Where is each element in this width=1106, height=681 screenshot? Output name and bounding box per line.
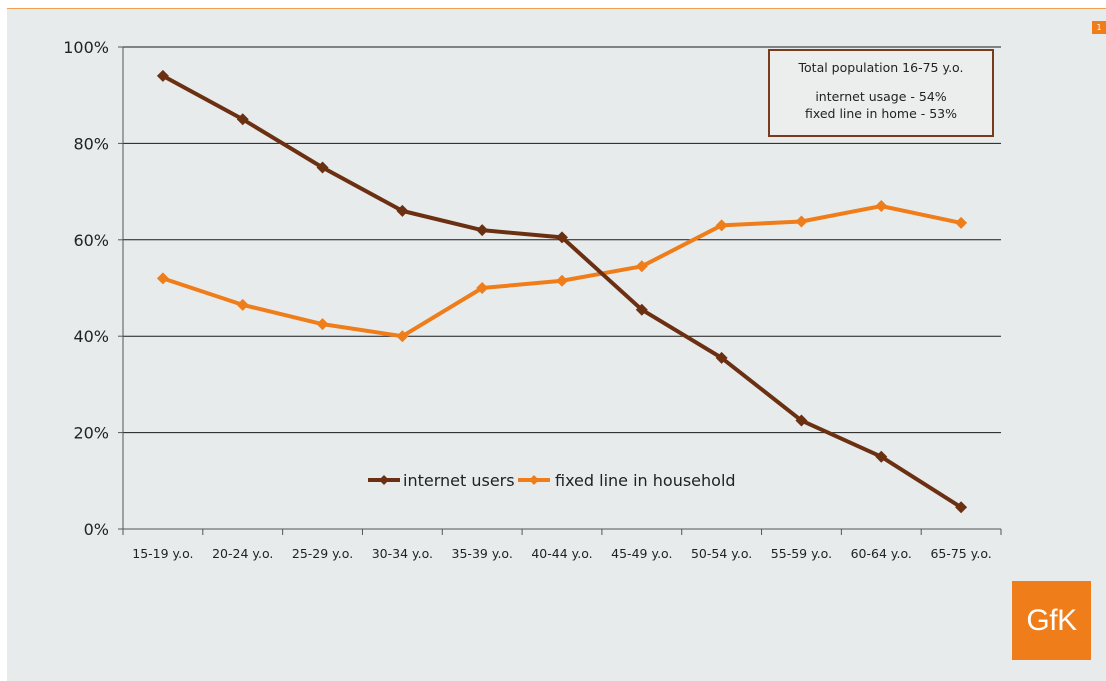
data-point: [156, 69, 169, 82]
summary-title: Total population 16-75 y.o.: [798, 60, 964, 75]
data-point: [795, 215, 808, 228]
x-tick-label: 50-54 y.o.: [691, 546, 752, 561]
x-tick-label: 30-34 y.o.: [372, 546, 433, 561]
data-point: [476, 282, 489, 294]
series-lines: [156, 69, 968, 514]
tick-labels: 0% 20% 40% 60% 80% 100% 15-19 y.o. 20-24 y.o. 25…: [63, 38, 991, 561]
x-tick-label: 45-49 y.o.: [611, 546, 672, 561]
series-line: [162, 204, 962, 339]
page-number: 1: [1092, 21, 1106, 34]
x-tick-label: 35-39 y.o.: [452, 546, 513, 561]
data-point: [875, 450, 888, 463]
series-line: [161, 74, 963, 509]
y-tick-label: 20%: [73, 424, 109, 443]
data-point: [396, 330, 409, 343]
data-point: [316, 318, 329, 331]
y-tick-label: 40%: [73, 327, 109, 346]
data-point: [156, 272, 169, 285]
y-tick-label: 60%: [73, 231, 109, 250]
data-point: [875, 200, 888, 213]
x-tick-label: 25-29 y.o.: [292, 546, 353, 561]
data-point: [476, 224, 489, 237]
data-point: [236, 113, 249, 126]
x-tick-label: 15-19 y.o.: [132, 546, 193, 561]
data-point: [955, 501, 968, 514]
summary-box: Total population 16-75 y.o. internet usa…: [768, 49, 994, 137]
data-point: [715, 351, 728, 364]
data-point: [715, 219, 728, 232]
data-point: [635, 303, 648, 316]
axes: [118, 46, 1002, 535]
x-tick-label: 40-44 y.o.: [531, 546, 592, 561]
legend: internet users fixed line in household: [368, 471, 736, 490]
data-point: [236, 298, 249, 311]
legend-label: fixed line in household: [555, 471, 736, 490]
summary-internet-usage: internet usage - 54%: [815, 89, 947, 104]
summary-fixed-line: fixed line in home - 53%: [804, 106, 958, 121]
x-tick-label: 20-24 y.o.: [212, 546, 273, 561]
gfk-logo: GfK: [1012, 581, 1091, 660]
x-tick-label: 55-59 y.o.: [771, 546, 832, 561]
data-point: [529, 475, 539, 485]
data-point: [795, 414, 808, 427]
y-tick-label: 100%: [63, 38, 109, 57]
data-point: [316, 161, 329, 174]
legend-label: internet users: [403, 471, 515, 490]
data-point: [955, 216, 968, 229]
data-point: [396, 204, 409, 217]
data-point: [379, 475, 389, 485]
y-tick-label: 0%: [84, 520, 109, 539]
x-tick-label: 65-75 y.o.: [930, 546, 991, 561]
gridlines: [123, 46, 1001, 434]
y-tick-label: 80%: [73, 134, 109, 153]
data-point: [556, 231, 568, 244]
data-point: [556, 274, 568, 287]
data-point: [635, 260, 648, 273]
x-tick-label: 60-64 y.o.: [851, 546, 912, 561]
